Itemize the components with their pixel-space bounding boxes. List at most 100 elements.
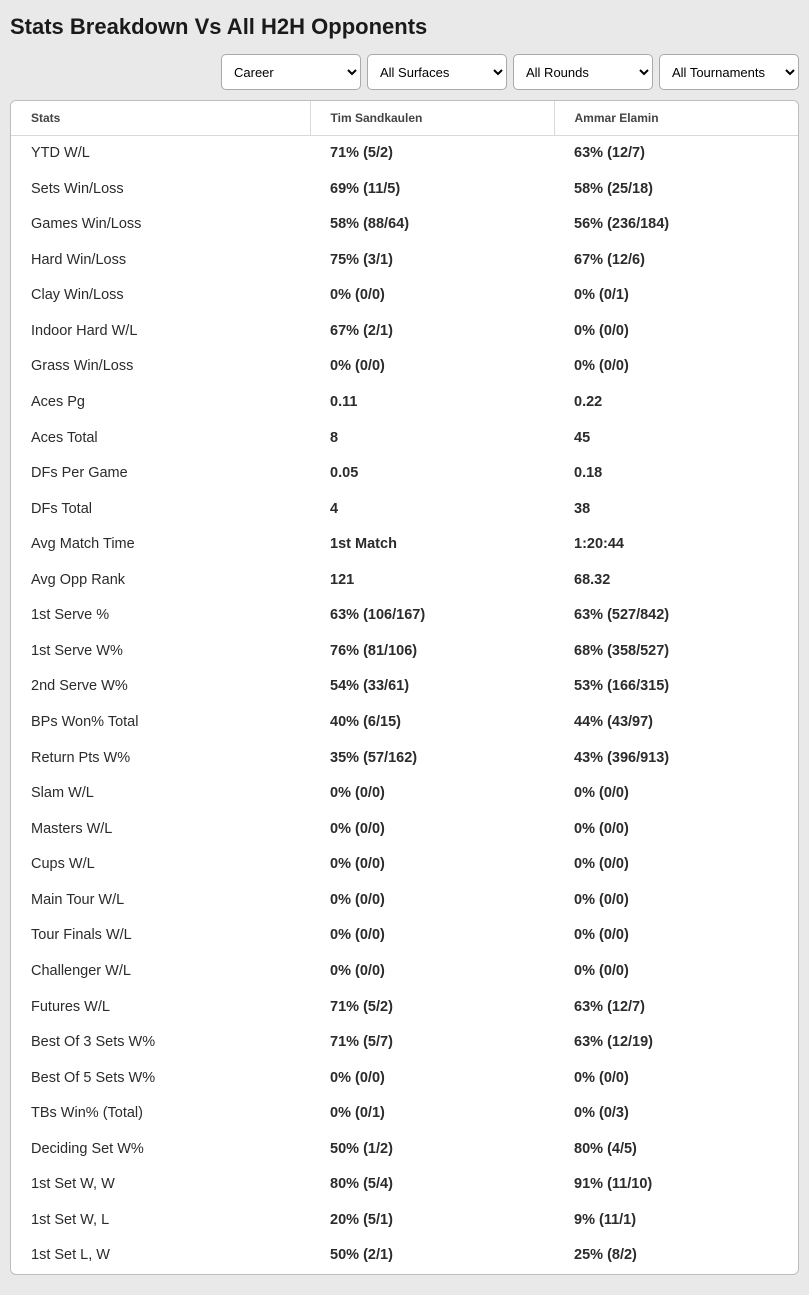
player2-value: 0% (0/0) <box>554 314 798 350</box>
stat-label: 1st Serve W% <box>11 634 310 670</box>
player1-value: 0% (0/0) <box>310 847 554 883</box>
stat-label: 2nd Serve W% <box>11 669 310 705</box>
table-row: Futures W/L71% (5/2)63% (12/7) <box>11 990 798 1026</box>
stat-label: Avg Match Time <box>11 527 310 563</box>
player1-value: 0% (0/0) <box>310 954 554 990</box>
player1-value: 121 <box>310 563 554 599</box>
filter-surface[interactable]: All Surfaces <box>367 54 507 90</box>
stat-label: 1st Set W, W <box>11 1167 310 1203</box>
col-header-player1: Tim Sandkaulen <box>310 101 554 136</box>
stat-label: Deciding Set W% <box>11 1132 310 1168</box>
table-row: Avg Opp Rank12168.32 <box>11 563 798 599</box>
player2-value: 9% (11/1) <box>554 1203 798 1239</box>
player2-value: 58% (25/18) <box>554 172 798 208</box>
stat-label: Futures W/L <box>11 990 310 1026</box>
player1-value: 1st Match <box>310 527 554 563</box>
table-row: DFs Total438 <box>11 492 798 528</box>
player1-value: 63% (106/167) <box>310 598 554 634</box>
stat-label: BPs Won% Total <box>11 705 310 741</box>
table-row: Hard Win/Loss75% (3/1)67% (12/6) <box>11 243 798 279</box>
stat-label: Masters W/L <box>11 812 310 848</box>
table-header-row: Stats Tim Sandkaulen Ammar Elamin <box>11 101 798 136</box>
player2-value: 0% (0/1) <box>554 278 798 314</box>
table-row: Deciding Set W%50% (1/2)80% (4/5) <box>11 1132 798 1168</box>
filter-career[interactable]: Career <box>221 54 361 90</box>
table-row: Best Of 3 Sets W%71% (5/7)63% (12/19) <box>11 1025 798 1061</box>
table-row: Main Tour W/L0% (0/0)0% (0/0) <box>11 883 798 919</box>
player1-value: 40% (6/15) <box>310 705 554 741</box>
player2-value: 68.32 <box>554 563 798 599</box>
player1-value: 35% (57/162) <box>310 741 554 777</box>
stat-label: 1st Serve % <box>11 598 310 634</box>
player1-value: 0% (0/1) <box>310 1096 554 1132</box>
player1-value: 0.05 <box>310 456 554 492</box>
stat-label: DFs Per Game <box>11 456 310 492</box>
player2-value: 25% (8/2) <box>554 1238 798 1274</box>
stat-label: Slam W/L <box>11 776 310 812</box>
stats-table-container: Stats Tim Sandkaulen Ammar Elamin YTD W/… <box>10 100 799 1275</box>
table-row: Return Pts W%35% (57/162)43% (396/913) <box>11 741 798 777</box>
stat-label: Indoor Hard W/L <box>11 314 310 350</box>
table-row: YTD W/L71% (5/2)63% (12/7) <box>11 136 798 172</box>
player2-value: 0% (0/0) <box>554 1061 798 1097</box>
stat-label: Games Win/Loss <box>11 207 310 243</box>
table-row: 1st Set W, W80% (5/4)91% (11/10) <box>11 1167 798 1203</box>
stat-label: Grass Win/Loss <box>11 349 310 385</box>
col-header-stats: Stats <box>11 101 310 136</box>
player2-value: 44% (43/97) <box>554 705 798 741</box>
table-row: 1st Set W, L20% (5/1)9% (11/1) <box>11 1203 798 1239</box>
stat-label: DFs Total <box>11 492 310 528</box>
player2-value: 0% (0/0) <box>554 954 798 990</box>
table-row: Grass Win/Loss0% (0/0)0% (0/0) <box>11 349 798 385</box>
player2-value: 1:20:44 <box>554 527 798 563</box>
table-row: 1st Serve %63% (106/167)63% (527/842) <box>11 598 798 634</box>
table-row: Indoor Hard W/L67% (2/1)0% (0/0) <box>11 314 798 350</box>
stat-label: TBs Win% (Total) <box>11 1096 310 1132</box>
player2-value: 67% (12/6) <box>554 243 798 279</box>
player1-value: 67% (2/1) <box>310 314 554 350</box>
player1-value: 71% (5/2) <box>310 990 554 1026</box>
table-row: Slam W/L0% (0/0)0% (0/0) <box>11 776 798 812</box>
player1-value: 8 <box>310 421 554 457</box>
player2-value: 0% (0/0) <box>554 847 798 883</box>
filter-tournament[interactable]: All Tournaments <box>659 54 799 90</box>
player1-value: 76% (81/106) <box>310 634 554 670</box>
stat-label: Aces Pg <box>11 385 310 421</box>
player2-value: 0% (0/3) <box>554 1096 798 1132</box>
player2-value: 56% (236/184) <box>554 207 798 243</box>
table-row: BPs Won% Total40% (6/15)44% (43/97) <box>11 705 798 741</box>
table-row: Sets Win/Loss69% (11/5)58% (25/18) <box>11 172 798 208</box>
player1-value: 50% (2/1) <box>310 1238 554 1274</box>
table-row: Tour Finals W/L0% (0/0)0% (0/0) <box>11 918 798 954</box>
stat-label: Sets Win/Loss <box>11 172 310 208</box>
player1-value: 54% (33/61) <box>310 669 554 705</box>
player1-value: 71% (5/2) <box>310 136 554 172</box>
table-row: 2nd Serve W%54% (33/61)53% (166/315) <box>11 669 798 705</box>
stat-label: Return Pts W% <box>11 741 310 777</box>
player2-value: 68% (358/527) <box>554 634 798 670</box>
player2-value: 0.22 <box>554 385 798 421</box>
player1-value: 0% (0/0) <box>310 918 554 954</box>
player2-value: 0% (0/0) <box>554 776 798 812</box>
filter-round[interactable]: All Rounds <box>513 54 653 90</box>
player1-value: 50% (1/2) <box>310 1132 554 1168</box>
table-row: Best Of 5 Sets W%0% (0/0)0% (0/0) <box>11 1061 798 1097</box>
table-row: Challenger W/L0% (0/0)0% (0/0) <box>11 954 798 990</box>
table-row: Aces Total845 <box>11 421 798 457</box>
player2-value: 63% (12/7) <box>554 136 798 172</box>
player2-value: 91% (11/10) <box>554 1167 798 1203</box>
table-row: Games Win/Loss58% (88/64)56% (236/184) <box>11 207 798 243</box>
table-row: 1st Serve W%76% (81/106)68% (358/527) <box>11 634 798 670</box>
player1-value: 0% (0/0) <box>310 278 554 314</box>
player2-value: 63% (527/842) <box>554 598 798 634</box>
table-row: Masters W/L0% (0/0)0% (0/0) <box>11 812 798 848</box>
stat-label: Challenger W/L <box>11 954 310 990</box>
player1-value: 80% (5/4) <box>310 1167 554 1203</box>
player2-value: 0% (0/0) <box>554 883 798 919</box>
player2-value: 0% (0/0) <box>554 918 798 954</box>
player2-value: 0% (0/0) <box>554 349 798 385</box>
stats-table: Stats Tim Sandkaulen Ammar Elamin YTD W/… <box>11 101 798 1274</box>
table-row: 1st Set L, W50% (2/1)25% (8/2) <box>11 1238 798 1274</box>
player2-value: 38 <box>554 492 798 528</box>
stat-label: Cups W/L <box>11 847 310 883</box>
